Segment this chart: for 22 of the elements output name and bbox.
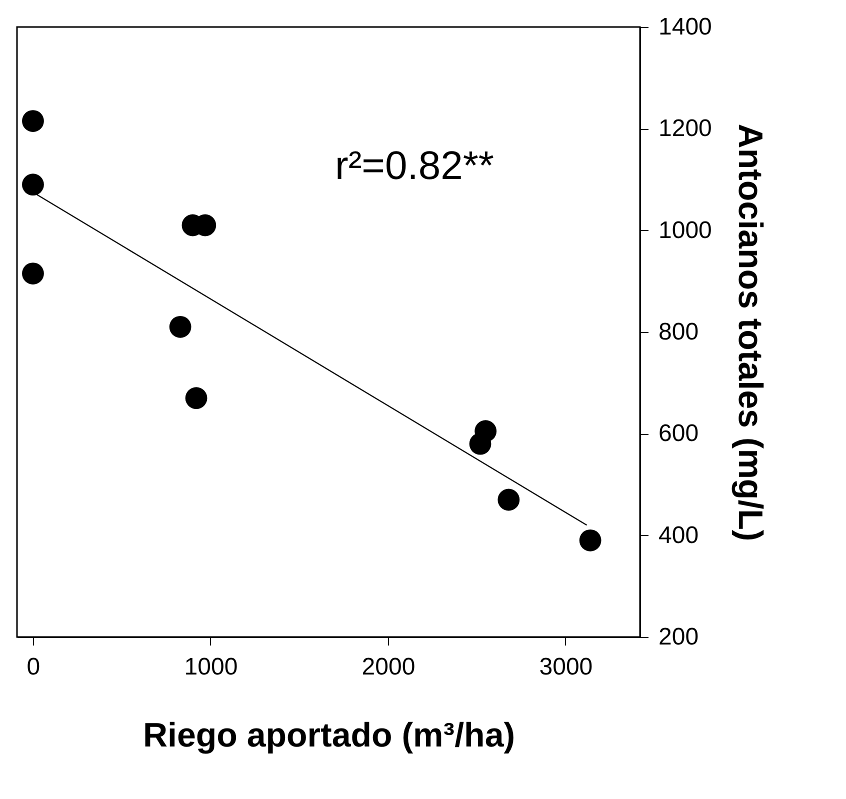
y-tick-label: 1000 (658, 216, 712, 244)
x-tick-label: 1000 (184, 654, 238, 680)
point (469, 432, 492, 455)
y-axis-title: Antocianos totales (mg/L) (730, 124, 769, 542)
y-tick-label: 800 (658, 318, 699, 346)
annotation: r²=0.82** (335, 144, 494, 188)
x-tick-label: 3000 (539, 654, 593, 680)
y-tick-label: 1400 (658, 14, 712, 40)
point (22, 262, 44, 284)
point (498, 488, 520, 511)
x-axis-title: Riego aportado (m³/ha) (142, 716, 516, 754)
x-tick-label: 0 (26, 654, 40, 680)
y-tick-label: 600 (658, 420, 699, 448)
x-tick-label: 2000 (362, 654, 416, 680)
point (22, 110, 44, 132)
point (185, 387, 208, 410)
point (169, 316, 192, 338)
y-tick-label: 200 (658, 624, 699, 650)
y-tick-label: 1200 (658, 115, 712, 142)
y-tick-label: 400 (658, 522, 699, 549)
point (579, 529, 602, 552)
point (22, 174, 44, 196)
